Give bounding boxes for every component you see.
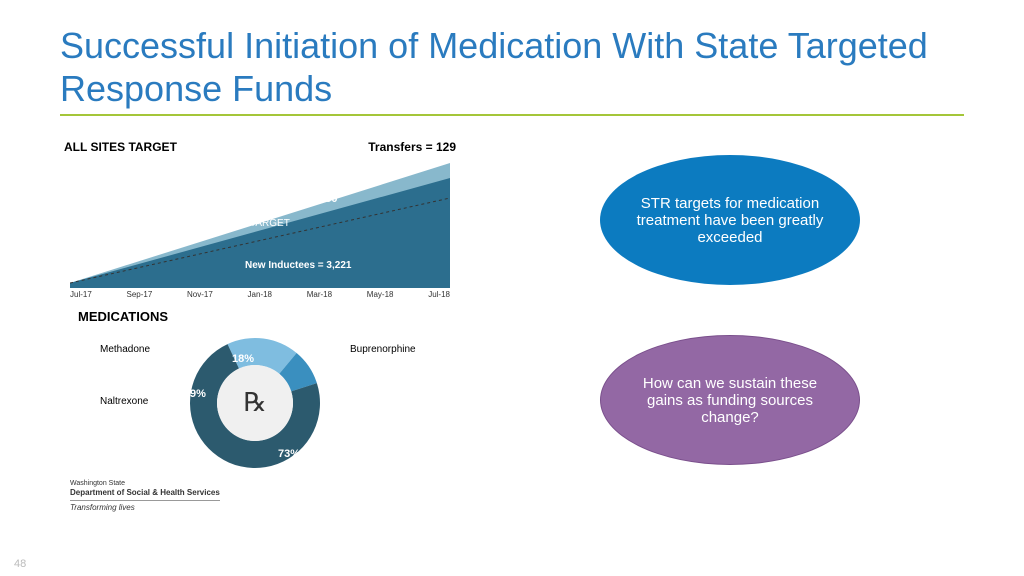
chart-header-left: ALL SITES TARGET bbox=[64, 140, 177, 154]
chart-header-right: Transfers = 129 bbox=[368, 140, 456, 154]
medication-pct: 73% bbox=[278, 448, 300, 460]
x-tick: Jul-17 bbox=[70, 290, 92, 299]
logo-line2: Department of Social & Health Services bbox=[70, 488, 220, 498]
svg-text:1,650: 1,650 bbox=[310, 193, 338, 205]
medication-label: Naltrexone bbox=[100, 396, 148, 407]
chart-x-axis: Jul-17 Sep-17 Nov-17 Jan-18 Mar-18 May-18 Jul-… bbox=[70, 290, 450, 299]
agency-logo: Washington State Department of Social & … bbox=[70, 480, 220, 513]
left-panel: ALL SITES TARGET Transfers = 129 1,650 T… bbox=[60, 140, 460, 488]
callouts: STR targets for medication treatment hav… bbox=[570, 155, 970, 465]
x-tick: Nov-17 bbox=[187, 290, 213, 299]
x-tick: Sep-17 bbox=[127, 290, 153, 299]
svg-text:TARGET: TARGET bbox=[250, 218, 290, 229]
area-chart: 1,650 TARGET New Inductees = 3,221 bbox=[70, 158, 450, 288]
logo-line1: Washington State bbox=[70, 480, 220, 488]
medications-title: MEDICATIONS bbox=[78, 309, 460, 324]
medication-label: Buprenorphine bbox=[350, 344, 416, 355]
svg-text:New Inductees = 3,221: New Inductees = 3,221 bbox=[245, 260, 352, 271]
x-tick: May-18 bbox=[367, 290, 394, 299]
callout-purple: How can we sustain these gains as fundin… bbox=[600, 335, 860, 465]
medication-pct: 9% bbox=[190, 388, 206, 400]
logo-line3: Transforming lives bbox=[70, 500, 220, 513]
slide-title: Successful Initiation of Medication With… bbox=[60, 24, 964, 116]
rx-icon: ℞ bbox=[217, 365, 293, 441]
donut-chart: ℞ Methadone 18% Naltrexone 9% Buprenorphine 7… bbox=[60, 328, 440, 488]
x-tick: Mar-18 bbox=[307, 290, 332, 299]
x-tick: Jan-18 bbox=[248, 290, 272, 299]
x-tick: Jul-18 bbox=[428, 290, 450, 299]
chart-header: ALL SITES TARGET Transfers = 129 bbox=[60, 140, 460, 158]
medication-label: Methadone bbox=[100, 344, 150, 355]
callout-blue: STR targets for medication treatment hav… bbox=[600, 155, 860, 285]
medication-pct: 18% bbox=[232, 353, 254, 365]
page-number: 48 bbox=[14, 558, 26, 570]
